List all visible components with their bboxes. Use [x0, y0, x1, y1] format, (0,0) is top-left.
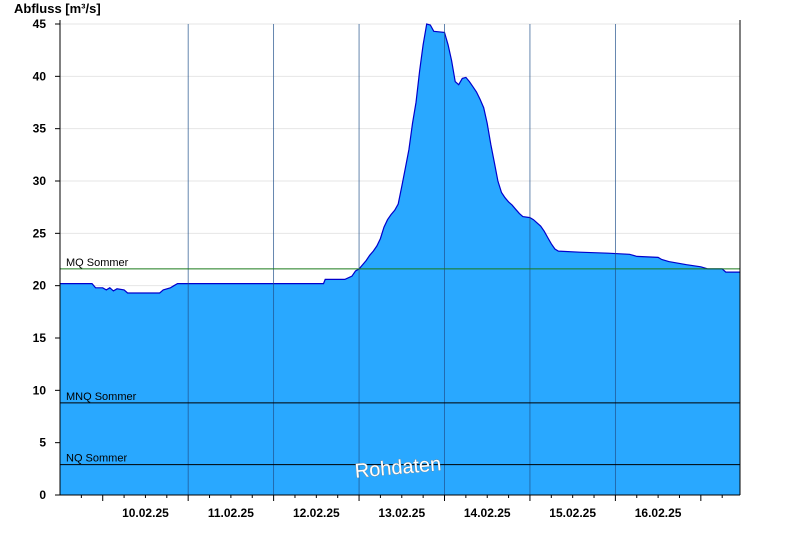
y-tick-label-35: 35: [33, 122, 47, 136]
y-tick-label-45: 45: [33, 17, 47, 31]
x-tick-label-3: 13.02.25: [378, 506, 425, 520]
x-tick-label-2: 12.02.25: [293, 506, 340, 520]
ref-label-1: MNQ Sommer: [66, 391, 137, 403]
y-tick-label-20: 20: [33, 279, 47, 293]
ref-label-2: NQ Sommer: [66, 453, 127, 465]
discharge-area: [60, 23, 740, 495]
x-tick-label-5: 15.02.25: [549, 506, 596, 520]
discharge-fill: [60, 24, 740, 495]
y-tick-label-0: 0: [39, 488, 46, 502]
ref-label-0: MQ Sommer: [66, 257, 129, 269]
reference-lines: MQ Sommer MNQ Sommer NQ Sommer: [60, 257, 740, 466]
y-axis-title: Abfluss [m³/s]: [14, 1, 101, 16]
y-axis-ticks: 0 5 10 15 20 25 30 35 40 45: [33, 17, 60, 502]
discharge-line: [60, 23, 740, 294]
y-tick-label-15: 15: [33, 331, 47, 345]
x-tick-label-0: 10.02.25: [122, 506, 169, 520]
y-tick-label-40: 40: [33, 69, 47, 83]
y-tick-label-25: 25: [33, 226, 47, 240]
plot-frame: [59, 20, 741, 496]
y-tick-label-30: 30: [33, 174, 47, 188]
y-tick-label-5: 5: [39, 436, 46, 450]
y-tick-label-10: 10: [33, 383, 47, 397]
x-axis-ticks: 10.02.25 11.02.25 12.02.25 13.02.25 14.02.25…: [80, 495, 723, 520]
x-tick-label-4: 14.02.25: [464, 506, 511, 520]
x-tick-label-1: 11.02.25: [208, 506, 254, 520]
x-tick-label-6: 16.02.25: [635, 506, 682, 520]
day-separator-lines: [187, 24, 616, 495]
